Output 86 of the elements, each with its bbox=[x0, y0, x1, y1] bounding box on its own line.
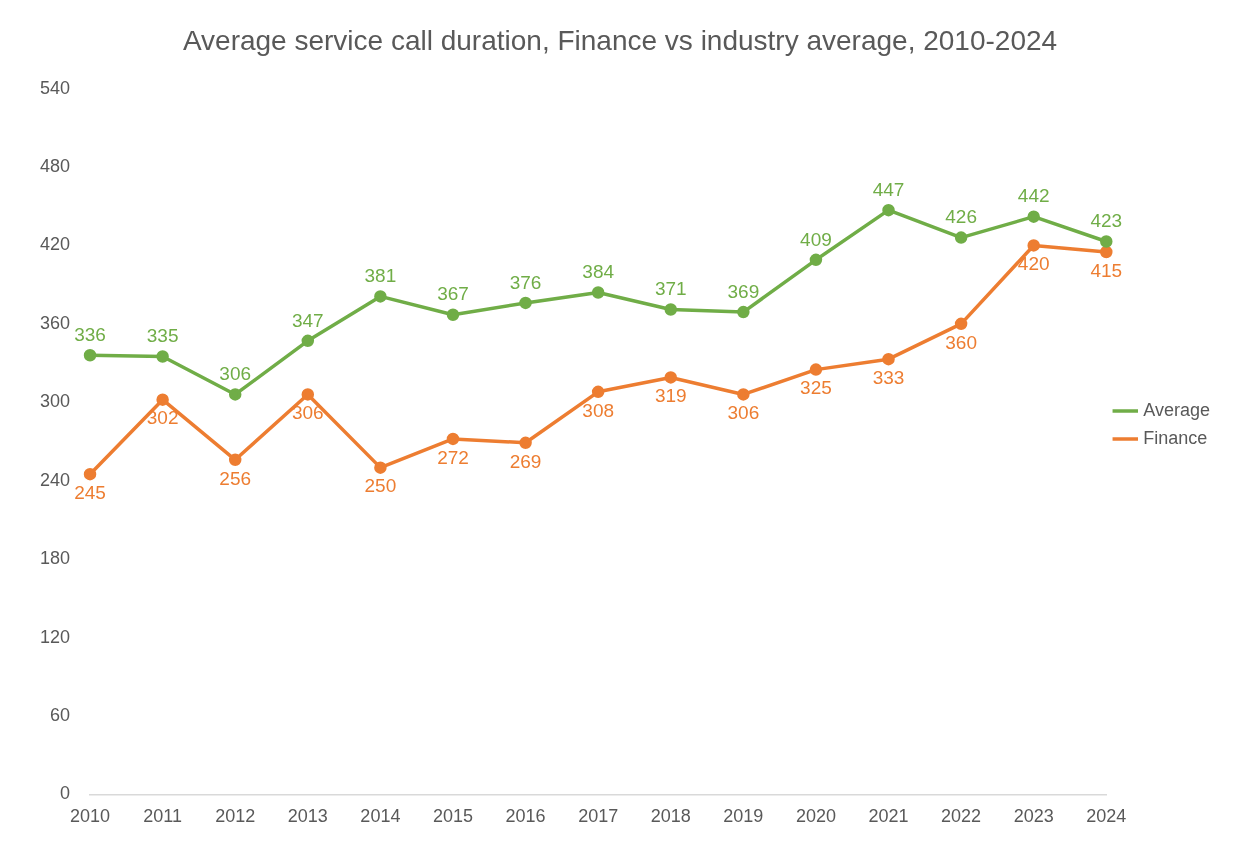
point bbox=[954, 317, 968, 331]
y-tick-label: 0 bbox=[60, 783, 71, 804]
y-tick-label: 360 bbox=[39, 312, 71, 333]
data-label: 367 bbox=[437, 283, 469, 305]
point bbox=[83, 467, 97, 481]
point bbox=[737, 388, 750, 401]
data-label: 272 bbox=[437, 446, 469, 468]
x-tick-label: 2010 bbox=[70, 806, 111, 827]
x-tick-label: 2011 bbox=[143, 806, 182, 827]
data-label: 335 bbox=[146, 325, 179, 347]
y-tick-label: 60 bbox=[50, 704, 71, 725]
data-label: 409 bbox=[800, 228, 832, 250]
data-label: 306 bbox=[727, 402, 760, 424]
data-label: 442 bbox=[1017, 185, 1050, 207]
x-tick-label: 2023 bbox=[1013, 806, 1054, 827]
point bbox=[809, 363, 823, 376]
point bbox=[882, 203, 895, 217]
x-tick-label: 2017 bbox=[578, 806, 619, 827]
data-label: 333 bbox=[872, 366, 905, 388]
point bbox=[301, 334, 315, 348]
data-label: 426 bbox=[945, 206, 977, 228]
point bbox=[228, 388, 242, 401]
data-label: 371 bbox=[654, 278, 687, 300]
y-tick-label: 540 bbox=[39, 77, 71, 98]
data-label: 360 bbox=[945, 331, 977, 353]
data-label: 319 bbox=[654, 385, 687, 407]
data-label: 415 bbox=[1090, 259, 1123, 281]
data-label: 376 bbox=[509, 271, 542, 293]
point bbox=[1027, 210, 1040, 223]
x-tick-label: 2021 bbox=[868, 806, 909, 827]
point bbox=[301, 388, 315, 401]
data-label: 256 bbox=[219, 467, 252, 489]
data-label: 369 bbox=[727, 280, 760, 302]
point bbox=[519, 436, 532, 450]
y-tick-label: 480 bbox=[39, 155, 71, 176]
point bbox=[1027, 239, 1040, 252]
x-tick-label: 2012 bbox=[215, 806, 256, 827]
y-tick-label: 180 bbox=[39, 548, 71, 569]
x-tick-label: 2019 bbox=[723, 806, 764, 827]
data-label: 447 bbox=[872, 178, 905, 200]
point bbox=[1100, 245, 1113, 259]
point bbox=[664, 371, 677, 384]
data-label: 245 bbox=[74, 481, 106, 503]
legend-label: Average bbox=[1143, 399, 1210, 420]
data-label: 336 bbox=[74, 323, 106, 345]
point bbox=[664, 303, 677, 316]
point bbox=[83, 348, 97, 362]
x-tick-label: 2020 bbox=[795, 806, 836, 827]
y-tick-label: 120 bbox=[39, 626, 71, 647]
point bbox=[374, 461, 387, 474]
point bbox=[737, 305, 750, 319]
point bbox=[954, 231, 968, 244]
data-label: 384 bbox=[582, 261, 615, 283]
data-label: 423 bbox=[1090, 210, 1123, 232]
data-label: 381 bbox=[364, 265, 397, 287]
point bbox=[446, 432, 460, 446]
point bbox=[882, 352, 895, 366]
data-label: 420 bbox=[1017, 253, 1050, 275]
chart-title: Average service call duration, Finance vs industry average, 2010-2024 bbox=[182, 24, 1058, 56]
data-label: 325 bbox=[800, 377, 832, 399]
y-tick-label: 240 bbox=[39, 469, 71, 490]
point bbox=[156, 393, 169, 406]
data-label: 306 bbox=[219, 363, 252, 385]
point bbox=[228, 453, 242, 467]
point bbox=[591, 286, 605, 299]
x-tick-label: 2013 bbox=[287, 806, 328, 827]
data-label: 250 bbox=[364, 475, 397, 497]
data-label: 269 bbox=[509, 450, 542, 472]
point bbox=[446, 308, 460, 321]
x-tick-label: 2022 bbox=[941, 806, 982, 827]
point bbox=[156, 350, 169, 363]
point bbox=[591, 385, 605, 399]
point bbox=[1100, 235, 1113, 248]
data-label: 347 bbox=[291, 309, 324, 331]
point bbox=[809, 253, 823, 267]
point bbox=[374, 290, 387, 303]
x-tick-label: 2018 bbox=[650, 806, 691, 827]
y-tick-label: 300 bbox=[39, 391, 71, 412]
x-tick-label: 2024 bbox=[1086, 806, 1127, 827]
y-tick-label: 420 bbox=[39, 234, 71, 255]
x-tick-label: 2016 bbox=[505, 806, 546, 827]
x-tick-label: 2014 bbox=[360, 806, 401, 827]
legend-label: Finance bbox=[1143, 427, 1208, 448]
data-label: 308 bbox=[582, 399, 615, 421]
point bbox=[519, 296, 532, 310]
x-tick-label: 2015 bbox=[432, 806, 473, 827]
